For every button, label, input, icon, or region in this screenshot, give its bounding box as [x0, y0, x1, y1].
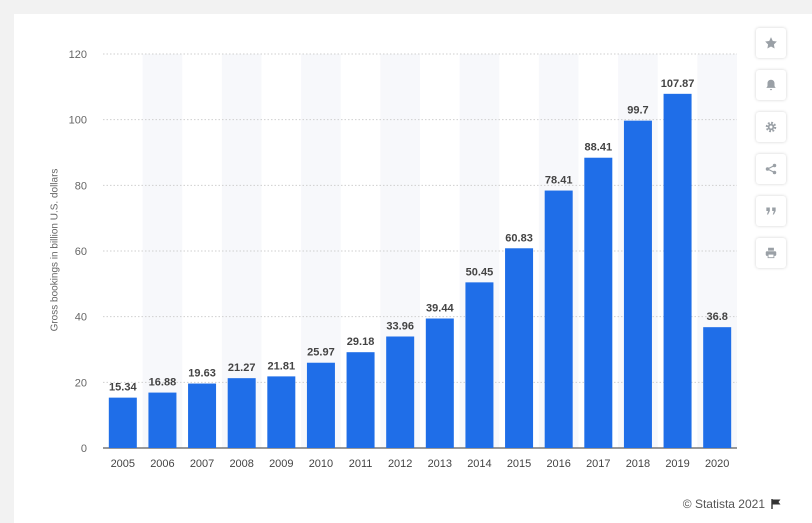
bar: [108, 397, 137, 448]
cite-button[interactable]: [756, 196, 786, 226]
bar: [386, 336, 415, 448]
x-tick-label: 2008: [229, 458, 253, 470]
bar: [148, 392, 177, 448]
x-tick-label: 2020: [705, 458, 729, 470]
bar: [306, 362, 335, 448]
x-tick-label: 2009: [269, 458, 293, 470]
bar-value-label: 29.18: [347, 336, 375, 348]
x-tick-label: 2006: [150, 458, 174, 470]
y-tick-label: 100: [69, 115, 87, 127]
x-tick-label: 2011: [349, 458, 373, 470]
bar-value-label: 16.88: [149, 377, 177, 389]
bar: [188, 383, 217, 448]
bar: [267, 376, 296, 448]
bar-value-label: 21.81: [268, 360, 296, 372]
x-tick-label: 2012: [388, 458, 412, 470]
bell-icon: [766, 79, 776, 91]
x-tick-label: 2017: [586, 458, 610, 470]
bar-value-label: 78.41: [545, 175, 573, 187]
y-tick-label: 40: [75, 312, 87, 324]
bar: [584, 157, 613, 448]
chart-toolbar: [756, 28, 786, 280]
bar-value-label: 36.8: [706, 311, 727, 323]
bar-value-label: 50.45: [466, 266, 494, 278]
x-tick-label: 2014: [467, 458, 491, 470]
bar: [465, 282, 494, 448]
bar-value-label: 15.34: [109, 382, 137, 394]
x-tick-label: 2019: [665, 458, 689, 470]
bar: [425, 318, 454, 448]
settings-button[interactable]: [756, 112, 786, 142]
x-tick-label: 2015: [507, 458, 531, 470]
bar-value-label: 88.41: [585, 142, 613, 154]
bar: [663, 93, 692, 448]
y-tick-label: 20: [75, 377, 87, 389]
print-button[interactable]: [756, 238, 786, 268]
y-tick-label: 80: [75, 180, 87, 192]
x-tick-label: 2016: [546, 458, 570, 470]
credit-text: © Statista 2021: [682, 497, 765, 511]
bar: [346, 352, 375, 448]
gear-icon: [765, 121, 777, 133]
share-button[interactable]: [756, 154, 786, 184]
x-tick-label: 2013: [428, 458, 452, 470]
y-axis-title: Gross bookings in billion U.S. dollars: [49, 168, 61, 332]
y-tick-label: 60: [75, 246, 87, 258]
star-icon: [765, 37, 777, 49]
x-tick-label: 2007: [190, 458, 214, 470]
bar: [623, 120, 652, 448]
flag-icon: [771, 499, 781, 509]
bar-value-label: 39.44: [426, 303, 454, 315]
y-tick-label: 0: [81, 443, 87, 455]
bar-value-label: 33.96: [386, 320, 414, 332]
bar: [505, 248, 534, 448]
favorite-button[interactable]: [756, 28, 786, 58]
bar: [544, 190, 573, 448]
x-tick-label: 2018: [626, 458, 650, 470]
bar-value-label: 107.87: [661, 78, 695, 90]
bar-value-label: 25.97: [307, 347, 335, 359]
y-tick-label: 120: [69, 49, 87, 61]
notification-button[interactable]: [756, 70, 786, 100]
bar-value-label: 99.7: [627, 105, 648, 117]
x-tick-label: 2010: [309, 458, 333, 470]
bar-value-label: 21.27: [228, 362, 256, 374]
bar-value-label: 60.83: [505, 232, 533, 244]
bar: [703, 327, 732, 448]
bar: [227, 378, 256, 448]
quote-icon: [766, 207, 776, 215]
statista-credit[interactable]: © Statista 2021: [683, 497, 782, 511]
share-icon: [765, 163, 777, 175]
print-icon: [765, 247, 777, 259]
bar-value-label: 19.63: [188, 368, 216, 380]
x-tick-label: 2005: [111, 458, 135, 470]
